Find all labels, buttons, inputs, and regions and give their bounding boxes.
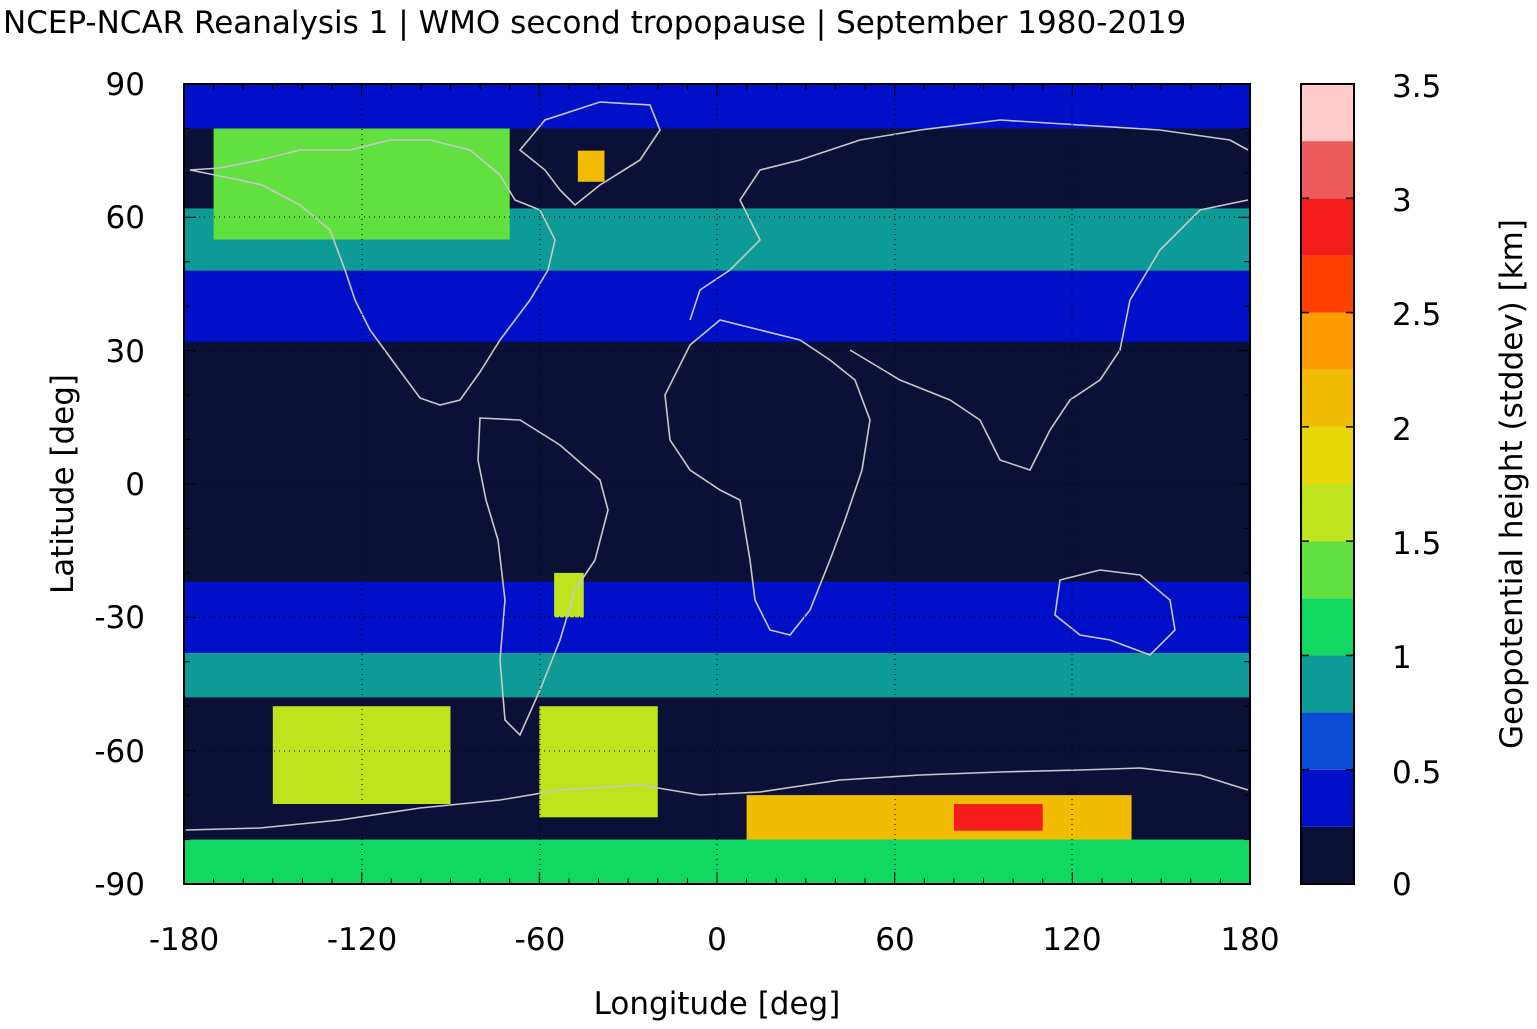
colorbar-segment	[1301, 84, 1354, 142]
coastline-australia	[1054, 569, 1176, 656]
x-tick-label: 120	[1042, 922, 1101, 958]
colorbar-segment	[1301, 826, 1354, 884]
colorbar-segment	[1301, 598, 1354, 656]
colorbar-segments	[1301, 84, 1354, 884]
y-tick-label: 30	[106, 334, 145, 370]
chart-title: NCEP-NCAR Reanalysis 1 | WMO second trop…	[3, 5, 1186, 41]
y-tick-label: -30	[94, 600, 145, 636]
y-tick-label: -60	[94, 734, 145, 770]
coastline-africa-eurasia	[664, 319, 871, 636]
y-tick-label: 90	[106, 67, 145, 103]
heatmap-cell	[184, 341, 1250, 582]
grid-lines	[184, 84, 1250, 884]
y-tick-label: -90	[94, 867, 145, 903]
heatmap-cell	[272, 706, 451, 804]
y-tick-label: 60	[106, 200, 145, 236]
colorbar-tick-label: 3	[1392, 183, 1412, 219]
heatmap-cell	[184, 581, 1250, 653]
colorbar-tick-labels: 3.5 3 2.5 2 1.5 1 0.5 0	[1392, 69, 1441, 903]
x-tick-label: -120	[327, 922, 397, 958]
colorbar-tick-label: 2.5	[1392, 297, 1441, 333]
colorbar-tick-label: 1.5	[1392, 526, 1441, 562]
x-tick-label: 60	[875, 922, 914, 958]
colorbar-label: Geopotential height (stddev) [km]	[1494, 219, 1530, 749]
colorbar-tick-label: 2	[1392, 412, 1412, 448]
plot-frame	[183, 83, 1251, 885]
colorbar-segment	[1301, 769, 1354, 827]
x-tick-label: -60	[515, 922, 566, 958]
heatmap-cell	[577, 150, 605, 182]
colorbar-segment	[1301, 712, 1354, 770]
x-tick-label: 180	[1220, 922, 1279, 958]
coastline-antarctica	[185, 767, 1249, 831]
colorbar-segment	[1301, 655, 1354, 713]
colorbar-segment	[1301, 312, 1354, 370]
colorbar-segment	[1301, 369, 1354, 427]
y-axis-label: Latitude [deg]	[45, 374, 81, 594]
heatmap-cell	[539, 706, 658, 818]
colorbar-segment	[1301, 426, 1354, 484]
heatmap-field	[184, 84, 1250, 884]
heatmap-cell	[746, 715, 1250, 773]
colorbar-tick-label: 1	[1392, 640, 1412, 676]
colorbar-segment	[1301, 255, 1354, 313]
x-tick-labels: -180 -120 -60 0 60 120 180	[149, 922, 1280, 958]
colorbar-frame	[1300, 83, 1355, 885]
x-tick-label: -180	[149, 922, 219, 958]
colorbar-segment	[1301, 141, 1354, 199]
coastline-north-america	[189, 139, 556, 406]
colorbar-tick-label: 0	[1392, 867, 1412, 903]
coastline-greenland	[518, 101, 661, 207]
x-tick-label: 0	[707, 922, 727, 958]
y-tick-label: 0	[125, 467, 145, 503]
colorbar-segment	[1301, 198, 1354, 256]
colorbar-segment	[1301, 541, 1354, 599]
y-tick-labels: 90 60 30 0 -30 -60 -90	[94, 67, 145, 903]
coastline-eurasia-north	[689, 119, 1249, 471]
heatmap-cell	[953, 804, 1043, 831]
colorbar-segment	[1301, 484, 1354, 542]
colorbar-tick-label: 0.5	[1392, 755, 1441, 791]
colorbar	[1300, 83, 1355, 885]
heatmap-cell	[184, 270, 1250, 342]
colorbar-tick-label: 3.5	[1392, 69, 1441, 105]
x-axis-label: Longitude [deg]	[594, 986, 841, 1022]
